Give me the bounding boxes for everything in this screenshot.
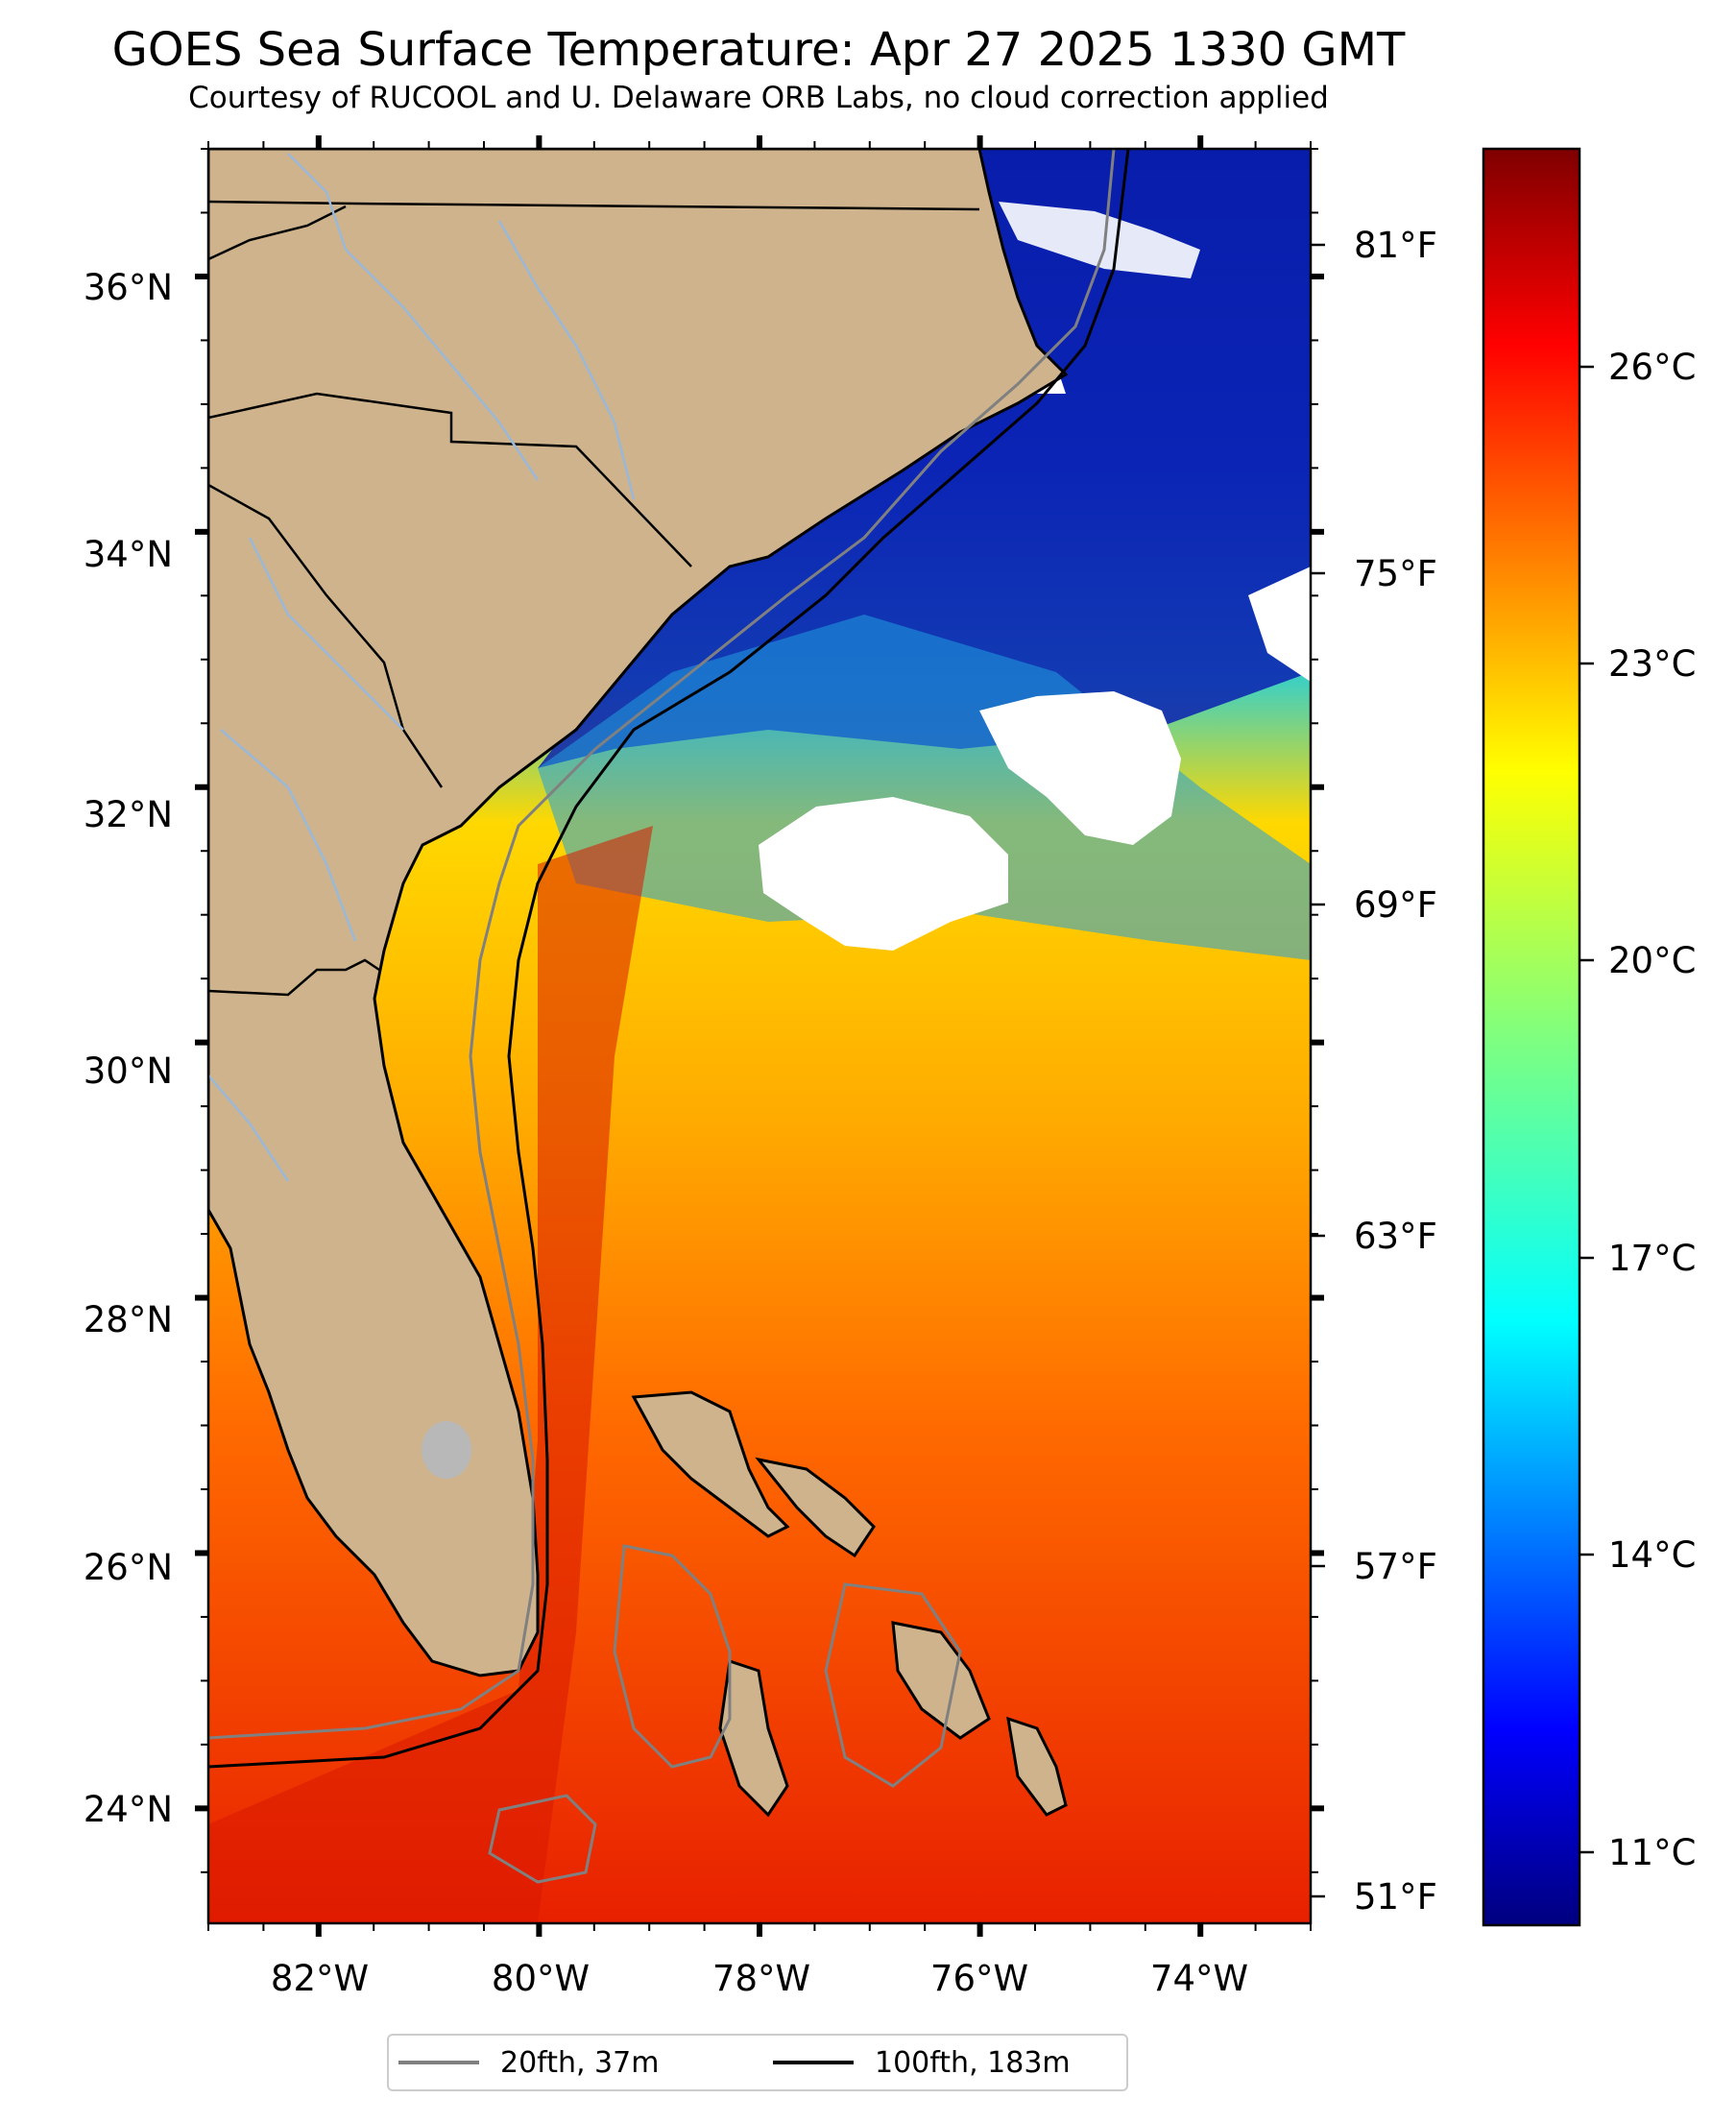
lat-tick-label: 34°N [84,534,173,575]
colorbar-gradient [1482,147,1581,1927]
isobath-100fth [208,149,1130,1769]
isobath-20fth [824,1582,962,1788]
state-border [208,483,444,788]
cool-water-region [538,615,1311,960]
legend-item-100fth: 100fth, 183m [773,2036,1071,2089]
land-bahamas [1006,1716,1068,1817]
state-border [208,958,380,997]
lat-tick-label: 26°N [84,1547,173,1588]
river [287,153,540,481]
colorbar-tick-label: 14°C [1608,1534,1696,1576]
lat-tick-label: 28°N [84,1299,173,1340]
cloud-mask [999,202,1200,278]
land-mass-us-southeast [208,149,1069,1677]
fahrenheit-scale: 81°F 75°F 69°F 63°F 57°F 51°F [1311,225,1437,1918]
colorbar-tick-label: 26°C [1608,347,1696,388]
river [208,1074,290,1182]
fahrenheit-tick-label: 63°F [1354,1216,1437,1257]
fahrenheit-tick-label: 81°F [1354,225,1437,266]
colorbar-tick-label: 23°C [1608,643,1696,685]
lon-tick-label: 78°W [712,1958,810,1999]
lat-tick-label: 30°N [84,1050,173,1092]
isobath-20fth [613,1544,732,1769]
lon-tick-label: 82°W [271,1958,369,1999]
colorbar-tick-label: 20°C [1608,940,1696,981]
cloud-mask [759,797,1008,951]
fahrenheit-tick-label: 75°F [1354,553,1437,594]
land-bahamas [891,1621,991,1740]
river [497,220,636,500]
state-border [208,392,692,567]
colorbar-tick-label: 17°C [1608,1238,1696,1279]
cold-water-region [538,149,1311,768]
land-bahamas [755,1457,876,1558]
land-bahamas [631,1390,790,1538]
map-panel [208,149,1311,1923]
river [220,729,357,942]
lon-tick-label: 74°W [1150,1958,1248,1999]
cloud-mask [1248,567,1311,682]
lake-okeechobee [422,1421,471,1479]
cloud-mask [979,691,1181,845]
legend: 20fth, 37m 100fth, 183m [387,2034,1128,2091]
legend-label: 100fth, 183m [875,2045,1071,2080]
legend-swatch [398,2061,479,2064]
chart-title: GOES Sea Surface Temperature: Apr 27 202… [111,23,1406,77]
isobath-20fth [208,149,1116,1740]
lon-tick-label: 76°W [930,1958,1028,1999]
fahrenheit-tick-label: 51°F [1354,1876,1437,1918]
latitude-axis: 36°N 34°N 32°N 30°N 28°N 26°N 24°N [84,267,173,1830]
state-border [208,205,347,261]
state-border [208,200,980,211]
lat-tick-label: 32°N [84,794,173,835]
colorbar: 26°C 23°C 20°C 17°C 14°C 11°C [1482,147,1696,1927]
chart-subtitle: Courtesy of RUCOOL and U. Delaware ORB L… [188,81,1329,115]
lat-tick-label: 24°N [84,1789,173,1830]
fahrenheit-tick-label: 69°F [1354,884,1437,926]
isobath-20fth [488,1794,597,1884]
gulf-stream-core [208,826,653,1923]
legend-swatch [773,2061,854,2064]
legend-label: 20fth, 37m [500,2045,660,2080]
longitude-axis: 82°W 80°W 78°W 76°W 74°W [271,1958,1248,1999]
legend-item-20fth: 20fth, 37m [398,2036,659,2089]
fahrenheit-tick-label: 57°F [1354,1546,1437,1587]
map-tick-marks [195,135,1324,1937]
colorbar-tick-label: 11°C [1608,1832,1696,1873]
lat-tick-label: 36°N [84,267,173,308]
lon-tick-label: 80°W [492,1958,590,1999]
river [248,537,404,731]
land-bahamas [718,1659,789,1818]
